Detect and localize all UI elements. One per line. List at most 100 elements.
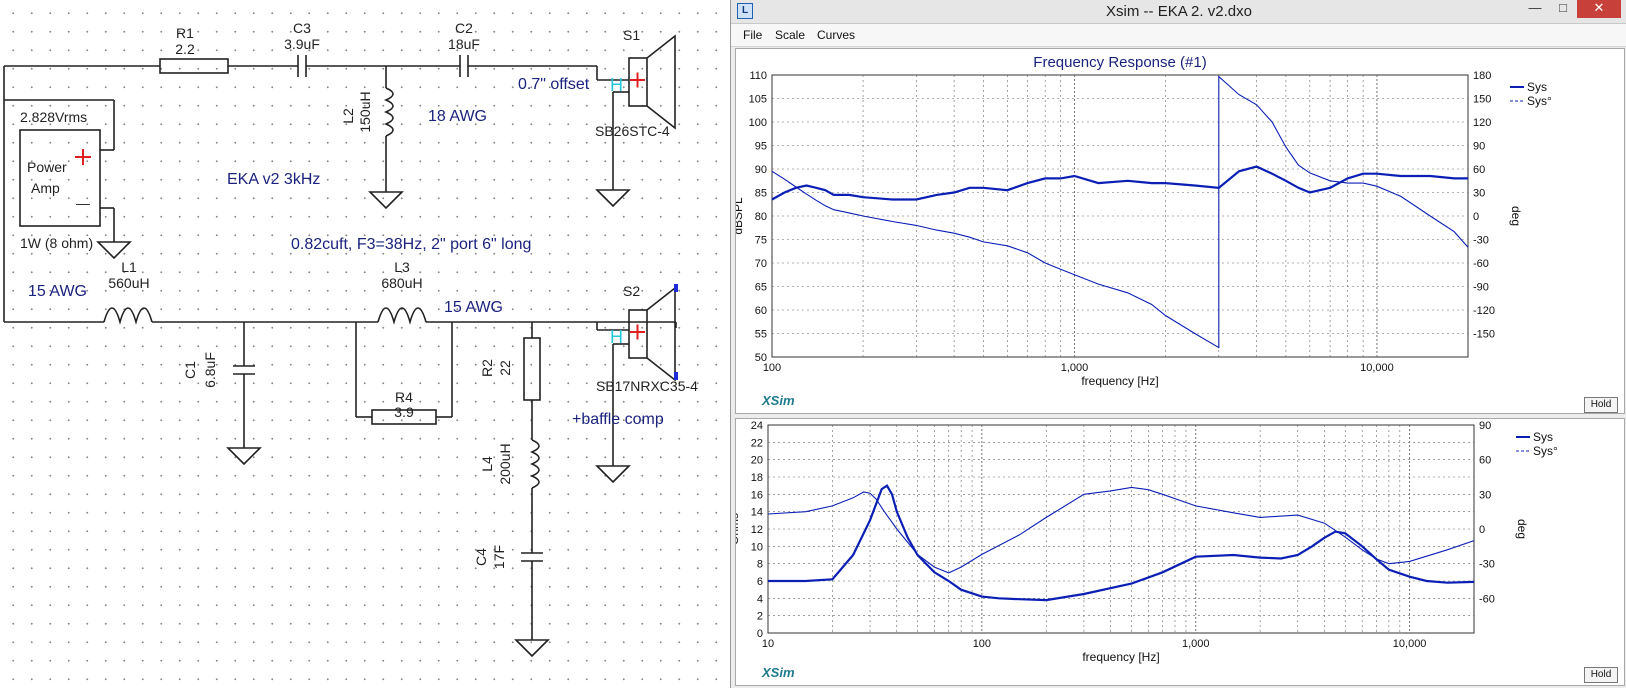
xsim-logo-1: XSim xyxy=(762,393,795,408)
amp-label-amp: Amp xyxy=(31,180,60,196)
minimize-button[interactable]: — xyxy=(1528,0,1542,15)
maximize-button[interactable]: □ xyxy=(1559,0,1567,15)
L1-inductor[interactable] xyxy=(103,307,153,325)
fr-y2-tick: 120 xyxy=(1473,117,1491,129)
fr-y-tick: 100 xyxy=(749,117,767,129)
fr-y-tick: 80 xyxy=(755,211,767,223)
title-bar[interactable]: L Xsim -- EKA 2. v2.dxo — □ ✕ xyxy=(731,0,1626,24)
amp-minus-sign: — xyxy=(76,195,90,211)
woofer-wire-gauge-1: 15 AWG xyxy=(28,283,87,300)
imp-y-tick: 14 xyxy=(751,507,763,519)
imp-y2label: deg xyxy=(1515,519,1529,539)
fr-y2-tick: -150 xyxy=(1473,329,1495,341)
xsim-window: L Xsim -- EKA 2. v2.dxo — □ ✕ File Scale… xyxy=(730,0,1626,688)
imp-series-sys xyxy=(768,484,1475,602)
R2-value: 22 xyxy=(497,360,513,376)
amp-power-rating: 1W (8 ohm) xyxy=(20,235,93,251)
menu-file[interactable]: File xyxy=(743,28,763,42)
hold-button-1[interactable]: Hold xyxy=(1584,397,1618,413)
imp-xlabel: frequency [Hz] xyxy=(1082,650,1159,664)
xsim-logo-2: XSim xyxy=(762,665,795,680)
imp-series-sys-phase xyxy=(767,486,1475,574)
L2-inductor[interactable] xyxy=(383,87,394,137)
C3-name: C3 xyxy=(293,20,311,36)
R4-value: 3.9 xyxy=(394,404,414,420)
C1-name: C1 xyxy=(182,361,198,379)
L3-inductor[interactable] xyxy=(377,307,427,325)
menu-curves[interactable]: Curves xyxy=(817,28,856,42)
S1-speaker[interactable] xyxy=(646,34,676,130)
C4-value: 17F xyxy=(491,545,507,569)
S1-model: SB26STC-4 xyxy=(595,123,670,139)
fr-y-tick: 110 xyxy=(749,70,767,82)
imp-y-tick: 20 xyxy=(751,455,763,467)
fr-y-tick: 75 xyxy=(755,235,767,247)
imp-y-tick: 4 xyxy=(757,593,763,605)
fr-y-tick: 85 xyxy=(755,188,767,200)
C3-value: 3.9uF xyxy=(284,36,320,52)
fr-y-tick: 65 xyxy=(755,282,767,294)
L4-name: L4 xyxy=(479,456,495,472)
menu-scale[interactable]: Scale xyxy=(775,28,806,42)
fr-legend-label: Sys° xyxy=(1527,94,1552,108)
R2-resistor[interactable] xyxy=(523,337,541,401)
baffle-note: +baffle comp xyxy=(572,411,664,428)
power-amp[interactable] xyxy=(19,129,101,227)
fr-xlabel: frequency [Hz] xyxy=(1081,374,1158,388)
fr-y2label: deg xyxy=(1509,206,1523,226)
imp-legend-label: Sys° xyxy=(1533,444,1558,458)
offset-note: 0.7" offset xyxy=(518,76,590,93)
L2-value: 150uH xyxy=(357,91,373,132)
R1-resistor[interactable] xyxy=(159,58,229,74)
L3-value: 680uH xyxy=(381,275,422,291)
close-button[interactable]: ✕ xyxy=(1577,0,1621,18)
L4-inductor[interactable] xyxy=(529,439,540,489)
fr-y-tick: 90 xyxy=(755,164,767,176)
impedance-panel: 0 2 4 6 8 10 12 14 16 18 20 22 24 -60 -30 0 30 60 90 10 100 1… xyxy=(735,418,1625,686)
fr-y2-tick: -120 xyxy=(1473,305,1495,317)
app-icon[interactable]: L xyxy=(737,3,753,19)
schematic-canvas: R1 2.2 C3 3.9uF C2 18uF S1 SB26STC-4 L2 … xyxy=(0,0,730,688)
L1-name: L1 xyxy=(121,259,137,275)
imp-y2-tick: 30 xyxy=(1479,489,1491,501)
frequency-response-chart: 50 55 60 65 70 75 80 85 90 95 100 105 110 -150 -120 -90… xyxy=(736,54,1552,388)
imp-y-tick: 18 xyxy=(751,472,763,484)
imp-y-tick: 16 xyxy=(751,489,763,501)
crossover-schematic: R1 2.2 C3 3.9uF C2 18uF S1 SB26STC-4 L2 … xyxy=(3,20,698,658)
C4-name: C4 xyxy=(473,548,489,566)
imp-x-tick: 10 xyxy=(762,638,774,650)
fr-y-tick: 95 xyxy=(755,141,767,153)
S1-name: S1 xyxy=(623,27,640,43)
S2-name: S2 xyxy=(623,283,640,299)
fr-y2-tick: -60 xyxy=(1473,258,1489,270)
window-controls: — □ ✕ xyxy=(1521,0,1621,22)
imp-y-tick: 8 xyxy=(757,559,763,571)
fr-y2-tick: 90 xyxy=(1473,141,1485,153)
tweeter-wire-gauge: 18 AWG xyxy=(428,108,487,125)
R4-name: R4 xyxy=(395,389,413,405)
design-title: EKA v2 3kHz xyxy=(227,171,320,188)
h-marker-2: H xyxy=(610,327,623,347)
woofer-wire-gauge-2: 15 AWG xyxy=(444,299,503,316)
imp-y-tick: 6 xyxy=(757,576,763,588)
S2-speaker[interactable] xyxy=(646,286,676,382)
imp-x-tick: 10,000 xyxy=(1393,638,1427,650)
L3-name: L3 xyxy=(394,259,410,275)
hold-button-2[interactable]: Hold xyxy=(1584,667,1618,683)
fr-y2-tick: 60 xyxy=(1473,164,1485,176)
menu-bar: File Scale Curves xyxy=(731,24,1626,47)
imp-y-tick: 0 xyxy=(757,628,763,640)
C2-value: 18uF xyxy=(448,36,480,52)
imp-y-tick: 10 xyxy=(751,541,763,553)
S2-model: SB17NRXC35-4 xyxy=(596,378,698,394)
imp-y2-tick: 90 xyxy=(1479,420,1491,432)
imp-y-tick: 2 xyxy=(757,611,763,623)
window-title: Xsim -- EKA 2. v2.dxo xyxy=(1106,3,1252,20)
amp-label-power: Power xyxy=(27,159,67,175)
R2-name: R2 xyxy=(479,359,495,377)
frequency-response-panel: 50 55 60 65 70 75 80 85 90 95 100 105 110 -150 -120 -90… xyxy=(735,48,1625,414)
fr-y2-tick: 0 xyxy=(1473,211,1479,223)
R1-name: R1 xyxy=(176,25,194,41)
L1-value: 560uH xyxy=(108,275,149,291)
